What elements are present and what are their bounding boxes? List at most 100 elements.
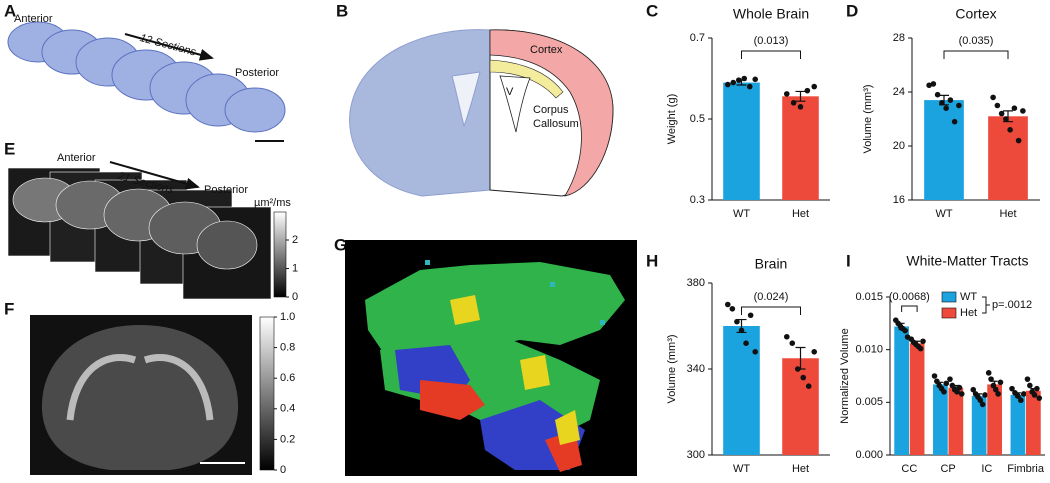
arrow: [124, 33, 214, 61]
y-tick-label: 340: [687, 363, 705, 375]
data-point: [1024, 376, 1031, 382]
data-point: [997, 379, 1004, 386]
significance-bracket: [943, 50, 1009, 59]
data-point: [805, 383, 812, 390]
legend-bracket: [982, 296, 990, 314]
data-point: [724, 301, 731, 308]
data-point: [934, 91, 941, 98]
ventricle: [499, 75, 531, 133]
data-point: [939, 100, 945, 106]
x-tick-label: CP: [940, 463, 955, 475]
x-tick-label: CC: [901, 463, 917, 475]
data-point: [994, 102, 1001, 109]
data-point: [995, 391, 1001, 397]
annotation: (0.035): [959, 35, 994, 47]
y-tick-label: 0.010: [855, 344, 883, 356]
data-point: [992, 386, 999, 393]
data-point: [917, 345, 924, 352]
bar: [782, 96, 819, 200]
data-point: [930, 81, 937, 87]
data-point: [947, 97, 954, 103]
data-point: [977, 397, 984, 404]
bar: [894, 326, 910, 455]
annotation: (0.013): [754, 35, 789, 47]
panel-label: H: [646, 251, 658, 270]
data-point: [752, 349, 759, 355]
data-point: [985, 370, 992, 376]
x-tick-label: WT: [733, 463, 750, 475]
data-point: [956, 384, 963, 391]
panel-label: A: [4, 1, 16, 20]
image-text: Cortex: [530, 44, 563, 56]
data-point: [990, 382, 997, 389]
bar: [723, 326, 760, 455]
panel-label: F: [4, 299, 14, 318]
image-text: Posterior: [204, 184, 248, 196]
white-matter: [66, 354, 214, 421]
data-point: [794, 366, 801, 372]
data-point: [941, 389, 947, 395]
data-point: [943, 105, 949, 111]
colorbar-tick-label: 0.2: [280, 433, 295, 445]
data-point: [998, 110, 1005, 117]
arrow: [109, 161, 200, 190]
data-point: [951, 118, 958, 125]
slice-series: [7, 21, 286, 133]
data-point: [934, 378, 940, 385]
y-tick-label: 0.5: [690, 113, 705, 125]
data-point: [811, 349, 818, 355]
image-text: Corpus: [533, 104, 569, 116]
data-point: [902, 327, 908, 334]
data-point: [738, 327, 745, 334]
panel-label: I: [846, 251, 851, 270]
data-point: [931, 373, 938, 379]
data-point: [970, 386, 977, 393]
bar: [1010, 394, 1026, 455]
error-bar: [795, 90, 806, 102]
x-tick-label: WT: [733, 208, 750, 220]
colorbar-tick-label: 2: [292, 234, 298, 246]
data-point: [734, 318, 740, 325]
colorbar-tick-label: 0: [292, 291, 298, 303]
data-point: [1036, 395, 1043, 401]
panel-label: E: [4, 139, 15, 158]
image-text: Callosum: [533, 118, 579, 130]
panel-label: C: [646, 1, 658, 20]
legend-label: Het: [960, 307, 977, 319]
data-point: [1020, 391, 1027, 397]
colorbar-tick-label: 0: [280, 464, 286, 476]
mri-stack: [7, 167, 272, 300]
data-point: [1003, 116, 1009, 122]
data-point: [752, 76, 759, 83]
y-axis-label: Volume (mm³): [862, 84, 874, 153]
data-point: [956, 102, 962, 109]
x-tick-label: Het: [999, 208, 1016, 220]
y-tick-label: 16: [893, 194, 905, 206]
y-axis-label: Volume (mm³): [666, 334, 678, 403]
data-point: [1015, 393, 1021, 399]
chart-title: Cortex: [955, 6, 996, 22]
data-point: [1034, 385, 1040, 392]
colorbar-tick-label: 0.4: [280, 403, 295, 415]
bar: [723, 82, 760, 200]
data-point: [958, 391, 965, 397]
y-tick-label: 300: [687, 449, 705, 461]
legend-annotation: p=.0012: [992, 299, 1032, 311]
data-point: [1031, 392, 1038, 398]
data-point: [1018, 397, 1024, 404]
significance-bracket: [741, 306, 801, 315]
image-text: V: [506, 86, 514, 98]
data-point: [789, 340, 796, 347]
bar: [987, 384, 1002, 455]
colorbar-tick-label: 1: [292, 262, 298, 274]
legend-swatch: [941, 307, 957, 319]
colorbar-tick-label: 0.6: [280, 372, 295, 384]
y-tick-label: 0.005: [855, 396, 883, 408]
y-tick-label: 28: [893, 32, 905, 44]
bar: [971, 396, 987, 455]
colorbar-tick-label: 1.0: [280, 311, 295, 323]
panel-label: G: [334, 235, 347, 254]
x-tick-label: Het: [792, 208, 809, 220]
callosum-region: [489, 59, 564, 99]
